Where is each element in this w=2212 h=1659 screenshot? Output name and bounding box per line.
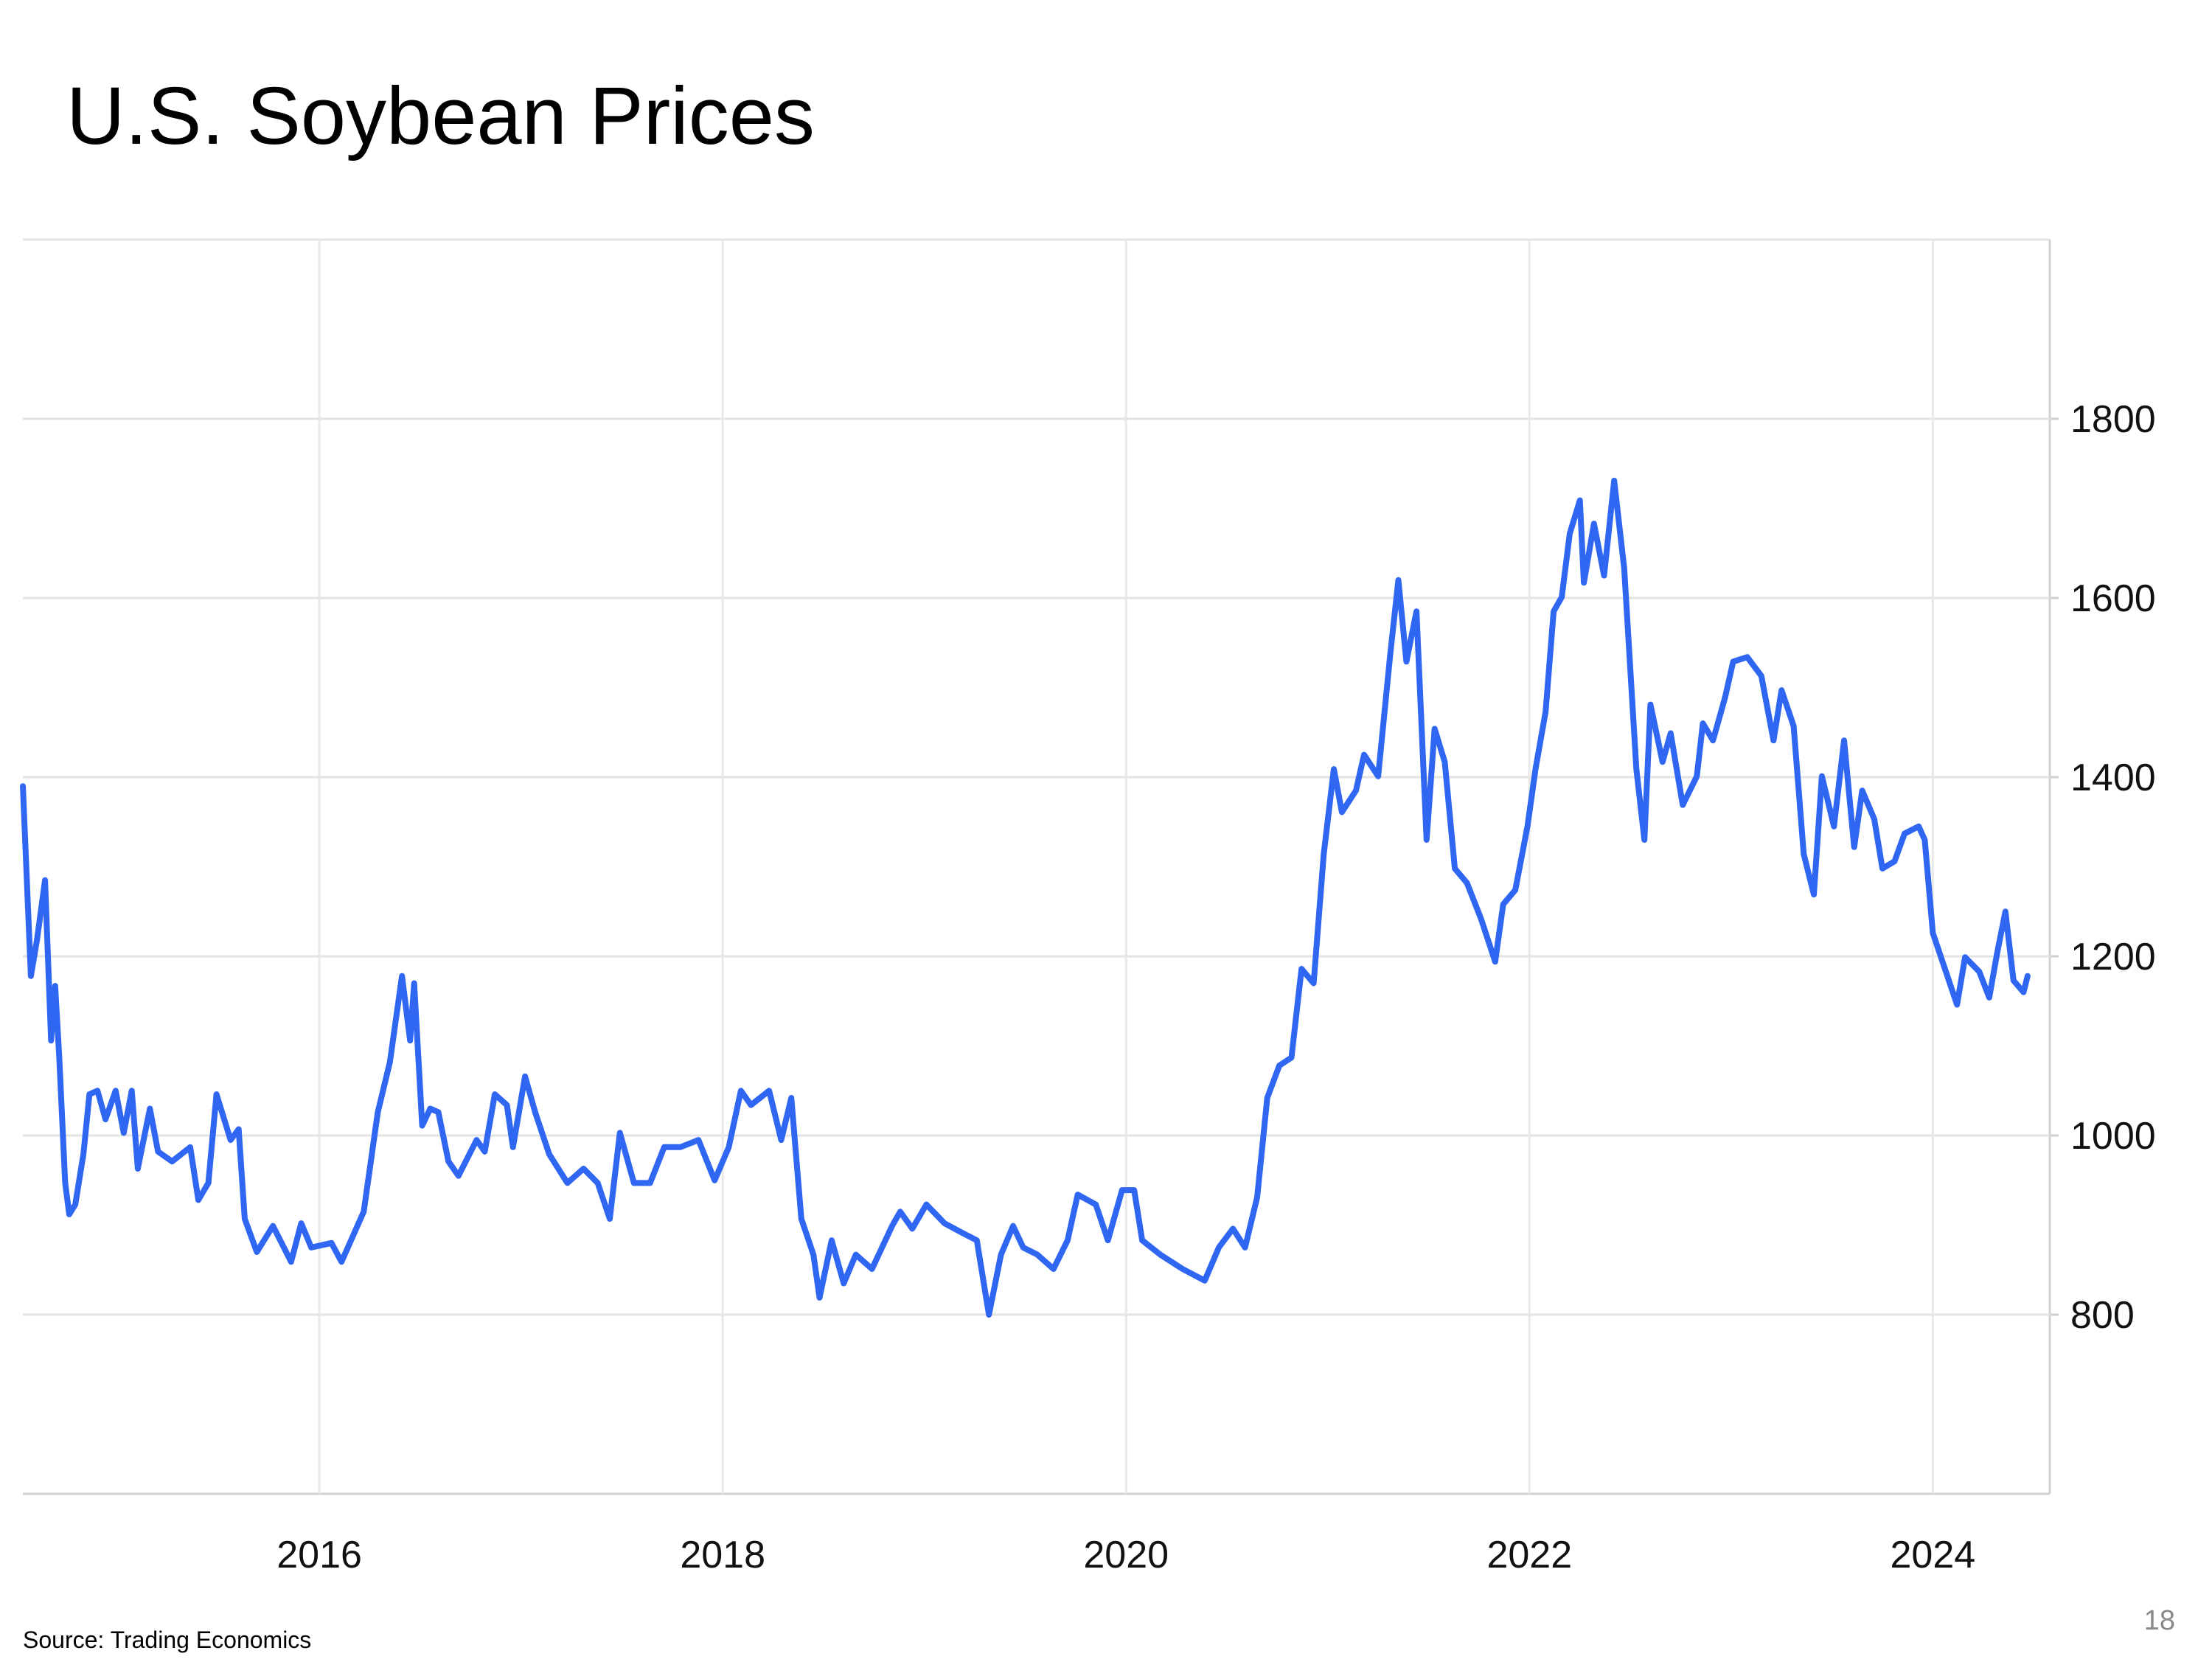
x-tick-label: 2022 (1486, 1534, 1572, 1576)
source-note: Source: Trading Economics (23, 1627, 311, 1653)
x-tick-label: 2016 (276, 1534, 362, 1576)
y-tick-label: 1600 (2070, 577, 2156, 620)
price-line (20, 477, 2031, 1318)
x-tick-label: 2018 (680, 1534, 765, 1576)
y-tick-label: 1400 (2070, 757, 2156, 799)
y-tick-label: 800 (2070, 1294, 2135, 1337)
y-tick-label: 1800 (2070, 398, 2156, 441)
page-number: 18 (2144, 1605, 2175, 1636)
y-tick-label: 1200 (2070, 936, 2156, 978)
x-tick-label: 2020 (1083, 1534, 1169, 1576)
x-tick-label: 2024 (1891, 1534, 1976, 1576)
chart-title: U.S. Soybean Prices (66, 71, 815, 161)
y-tick-label: 1000 (2070, 1115, 2156, 1158)
